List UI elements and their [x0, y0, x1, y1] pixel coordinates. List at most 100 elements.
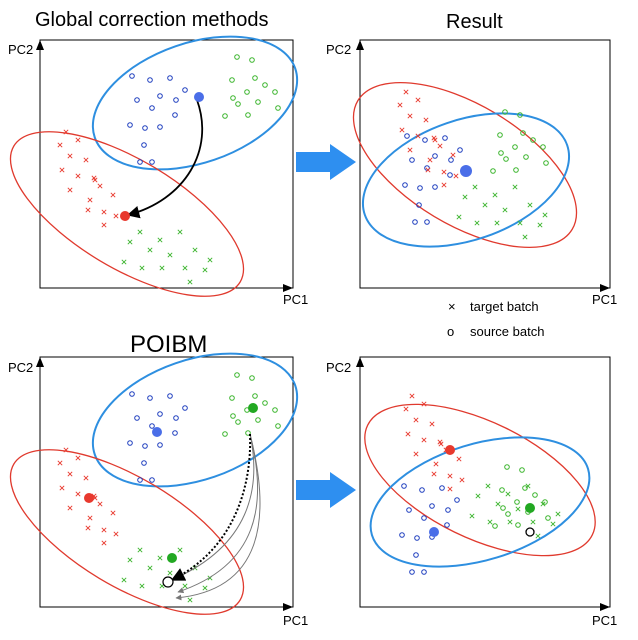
source-point	[182, 405, 188, 411]
target-ellipse	[364, 403, 596, 557]
target-point	[127, 239, 133, 245]
title-result: Result	[446, 11, 503, 33]
source-point	[230, 413, 236, 419]
source-point	[252, 393, 258, 399]
x-axis-label: PC1	[592, 292, 617, 307]
target-point	[456, 456, 462, 462]
target-point	[67, 505, 73, 511]
source-point	[157, 411, 163, 417]
target-point	[494, 220, 500, 226]
source-point	[137, 159, 143, 165]
source-point	[235, 419, 241, 425]
target-point	[542, 212, 548, 218]
target-point	[187, 597, 193, 603]
source-centroid	[152, 427, 162, 437]
target-point	[202, 267, 208, 273]
source-point	[222, 113, 228, 119]
source-centroid	[194, 92, 204, 102]
source-point	[142, 125, 148, 131]
source-point	[519, 467, 525, 473]
target-subgroup-centroid	[167, 553, 177, 563]
target-point	[137, 547, 143, 553]
source-point	[182, 87, 188, 93]
target-point	[157, 555, 163, 561]
target-point	[85, 525, 91, 531]
source-point	[422, 137, 428, 143]
target-point	[482, 202, 488, 208]
target-point	[456, 214, 462, 220]
transition-arrow-bottom	[296, 472, 356, 508]
source-point	[245, 430, 251, 436]
target-point	[403, 406, 409, 412]
matching-arrow	[175, 433, 261, 601]
source-point	[249, 375, 255, 381]
target-point	[167, 252, 173, 258]
legend-target-label: target batch	[470, 299, 539, 314]
source-ellipse	[91, 352, 299, 488]
legend: × target batch o source batch	[447, 299, 544, 339]
target-point	[87, 515, 93, 521]
source-point	[275, 105, 281, 111]
source-point	[142, 443, 148, 449]
target-point	[407, 113, 413, 119]
source-point	[502, 109, 508, 115]
target-point	[83, 157, 89, 163]
target-point	[530, 519, 536, 525]
target-point	[525, 483, 531, 489]
source-point	[230, 95, 236, 101]
y-axis-label: PC2	[8, 42, 33, 57]
source-point	[402, 182, 408, 188]
target-point	[157, 237, 163, 243]
target-point	[67, 153, 73, 159]
source-point	[540, 144, 546, 150]
target-point	[403, 89, 409, 95]
source-centroid	[460, 165, 472, 177]
source-point	[149, 159, 155, 165]
source-point	[545, 515, 551, 521]
source-point	[249, 57, 255, 63]
target-point	[487, 519, 493, 525]
source-point	[255, 99, 261, 105]
x-axis-label: PC1	[592, 613, 617, 628]
source-point	[413, 552, 419, 558]
target-point	[113, 213, 119, 219]
target-point	[59, 485, 65, 491]
source-point	[448, 157, 454, 163]
source-point	[262, 82, 268, 88]
source-point	[412, 219, 418, 225]
source-point	[399, 532, 405, 538]
source-point	[505, 511, 511, 517]
target-point	[407, 147, 413, 153]
target-centroid	[84, 493, 94, 503]
target-centroid	[445, 445, 455, 455]
target-point	[540, 501, 546, 507]
source-point	[504, 464, 510, 470]
target-point	[413, 417, 419, 423]
target-point	[63, 129, 69, 135]
target-point	[527, 202, 533, 208]
panel-bottom-right: PC2 PC1	[326, 356, 617, 628]
target-point	[177, 547, 183, 553]
source-point	[424, 219, 430, 225]
target-point	[421, 437, 427, 443]
target-point	[192, 247, 198, 253]
source-point	[512, 144, 518, 150]
source-point	[222, 431, 228, 437]
source-point	[457, 147, 463, 153]
target-centroid	[120, 211, 130, 221]
source-point	[497, 132, 503, 138]
source-point	[262, 400, 268, 406]
target-point	[397, 102, 403, 108]
source-point	[173, 97, 179, 103]
target-point	[139, 265, 145, 271]
target-point	[432, 137, 438, 143]
legend-target-symbol: ×	[448, 299, 456, 314]
target-point	[415, 133, 421, 139]
matching-arrow	[175, 433, 255, 579]
target-point	[427, 157, 433, 163]
target-point	[97, 501, 103, 507]
target-point	[97, 183, 103, 189]
title-global-correction: Global correction methods	[35, 9, 268, 31]
source-point	[229, 77, 235, 83]
source-point	[141, 460, 147, 466]
